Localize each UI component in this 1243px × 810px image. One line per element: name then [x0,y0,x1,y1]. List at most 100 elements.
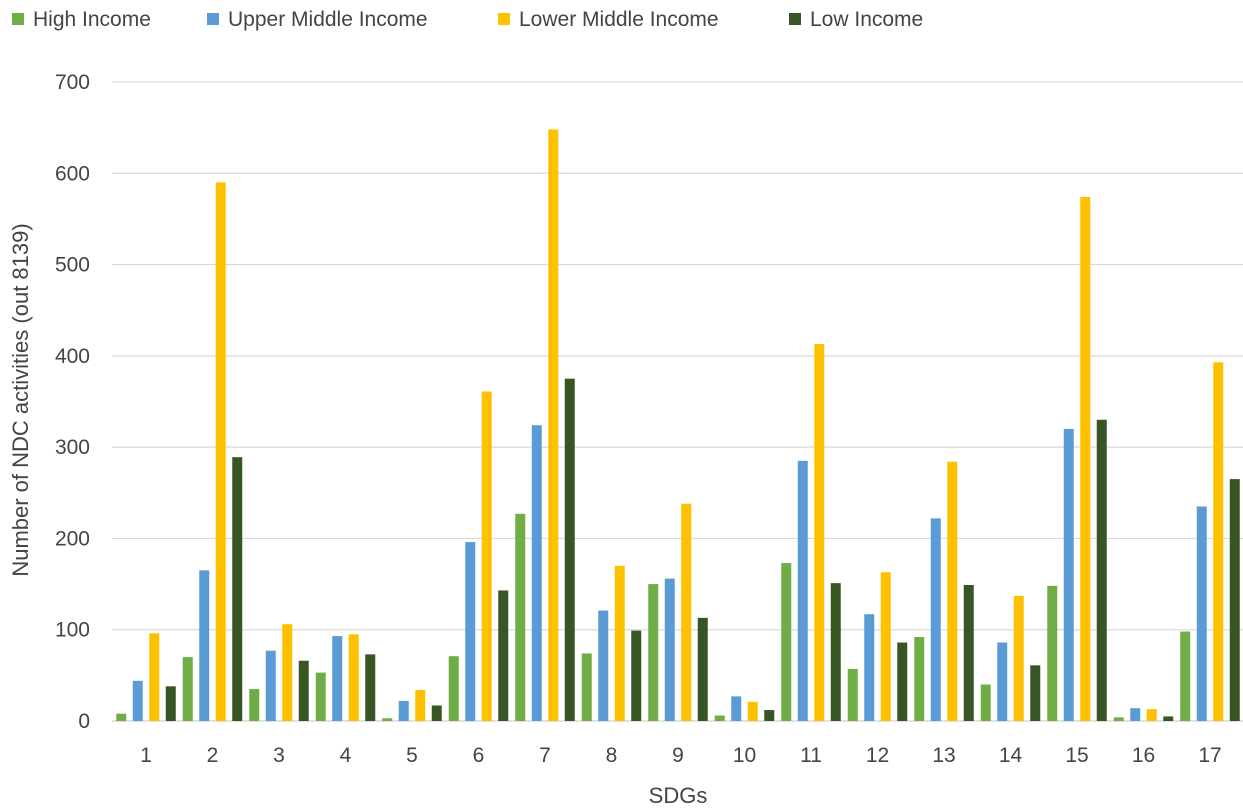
bar [448,656,459,721]
bar [814,343,825,721]
bar [997,642,1008,721]
x-tick-label: 10 [733,744,756,767]
bar [1096,419,1107,721]
bar [199,570,210,721]
bar [864,614,875,721]
bar [1229,479,1240,721]
bar [382,718,393,721]
bar [548,129,559,721]
legend-swatch [207,13,219,25]
bar [282,624,293,721]
x-tick-label: 9 [672,744,684,767]
bar [598,610,609,721]
bar [648,584,659,721]
bar [348,634,359,721]
bar [914,637,925,721]
bar [1196,506,1207,721]
bar [249,689,260,721]
y-tick-label: 200 [55,527,90,550]
bar [830,583,841,721]
bar [697,617,708,721]
bar [165,686,176,721]
bar [847,668,858,721]
y-tick-label: 300 [55,436,90,459]
bar [515,513,526,721]
bar [1113,717,1124,721]
y-axis-title: Number of NDC activities (out 8139) [8,223,33,576]
x-tick-label: 16 [1132,744,1155,767]
legend: High Income Upper Middle Income Lower Midd… [12,8,923,31]
bar [531,425,542,721]
bar [332,636,343,721]
x-axis-title: SDGs [649,783,708,808]
bar [265,650,276,721]
bar [631,630,642,721]
x-tick-label: 7 [539,744,551,767]
legend-swatch [12,13,24,25]
x-tick-label: 5 [406,744,418,767]
x-tick-label: 4 [340,744,352,767]
bar [1163,716,1174,721]
bar [465,542,476,721]
y-axis-tick-labels: 0 100 200 300 400 500 600 700 [55,71,90,733]
bar [365,654,376,721]
x-tick-label: 15 [1065,744,1088,767]
bar [1030,665,1041,721]
bars [116,129,1240,721]
bar [880,572,891,721]
x-tick-label: 14 [999,744,1023,767]
legend-label: High Income [33,8,151,31]
bar [581,653,592,721]
bar [215,182,226,721]
legend-label: Low Income [810,8,923,31]
bar [1013,595,1024,721]
x-tick-label: 3 [273,744,285,767]
bar [764,710,775,721]
bar [947,461,958,721]
bar [681,503,692,721]
bar [1080,197,1091,721]
bar [930,518,941,721]
bar [149,633,160,721]
y-tick-label: 500 [55,254,90,277]
x-tick-label: 11 [800,744,822,767]
x-tick-label: 1 [140,744,152,767]
bar [431,705,442,721]
x-tick-label: 2 [207,744,219,767]
y-tick-label: 400 [55,345,90,368]
legend-swatch [789,13,801,25]
bar [747,701,758,721]
x-tick-label: 12 [866,744,889,767]
bar [415,689,426,721]
legend-label: Lower Middle Income [519,8,719,31]
bar [614,565,625,721]
bar [714,715,725,721]
y-tick-label: 100 [55,619,90,642]
bar [1130,708,1141,721]
bar [132,680,143,721]
bar [963,584,974,721]
x-tick-label: 17 [1198,744,1221,767]
bar [897,642,908,721]
x-axis-tick-labels: 1 2 3 4 5 6 7 8 9 10 11 12 13 14 15 16 17 [140,744,1222,767]
bar [1146,709,1157,721]
bar [182,657,193,721]
bar [298,660,309,721]
x-tick-label: 8 [606,744,618,767]
bar [398,700,409,721]
y-tick-label: 600 [55,162,90,185]
bar [797,460,808,721]
bar [781,563,792,721]
y-tick-label: 0 [78,710,90,733]
bar [481,391,492,721]
legend-swatch [498,13,510,25]
bar [1180,631,1191,721]
bar [731,696,742,721]
bar [232,457,243,721]
x-tick-label: 6 [473,744,485,767]
bar [1063,428,1074,721]
bar [1213,362,1224,721]
legend-label: Upper Middle Income [228,8,428,31]
